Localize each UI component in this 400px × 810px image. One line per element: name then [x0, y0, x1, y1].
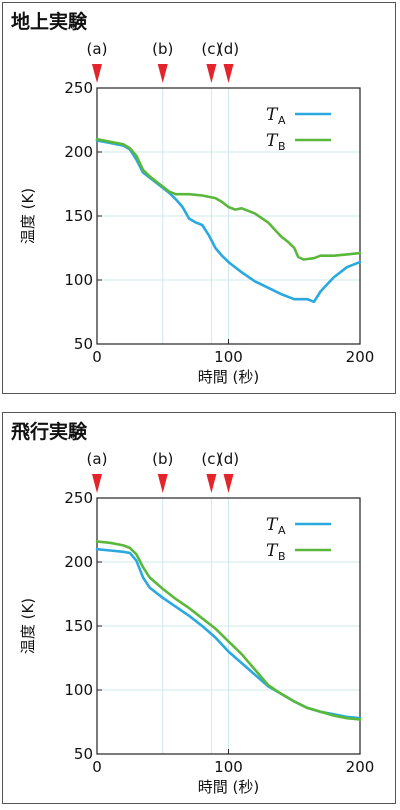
event-marker-triangle	[206, 474, 217, 493]
event-marker-triangle	[157, 64, 168, 83]
y-tick-label: 200	[64, 143, 93, 161]
panel-title: 飛行実験	[11, 421, 88, 443]
ground-experiment-panel: 地上実験 0 100 200 50 100 150 200 250 時間 (秒) 温度 (K) (a…	[2, 2, 396, 394]
event-marker-label: (a)	[87, 450, 108, 468]
y-tick-label: 250	[64, 489, 93, 507]
x-axis-title: 時間 (秒)	[198, 778, 259, 796]
event-marker-label: (c)	[201, 40, 221, 58]
legend-label-sub: B	[278, 550, 286, 563]
event-marker-triangle	[206, 64, 217, 83]
legend-label-sub: A	[278, 114, 286, 127]
y-tick-label: 250	[64, 79, 93, 97]
ground-experiment-chart: 0 100 200 50 100 150 200 250 時間 (秒) 温度 (K) (a) (b) (…	[19, 40, 375, 386]
event-marker-label: (a)	[87, 40, 108, 58]
legend-label-main: T	[266, 541, 279, 561]
event-marker-label: (d)	[218, 40, 239, 58]
flight-experiment-panel: 飛行実験 0 100 200 50 100 150 200 250 時間 (秒) 温度 (K) (a…	[2, 412, 396, 804]
x-tick-label: 100	[214, 348, 243, 366]
event-marker-label: (d)	[218, 450, 239, 468]
legend-label-main: T	[266, 131, 279, 151]
x-tick-label: 200	[346, 348, 375, 366]
flight-experiment-chart: 0 100 200 50 100 150 200 250 時間 (秒) 温度 (K) (a) (b) (…	[19, 450, 375, 796]
x-tick-label: 0	[92, 348, 102, 366]
legend-label-sub: B	[278, 140, 286, 153]
event-marker-label: (b)	[152, 450, 173, 468]
y-tick-label: 150	[64, 207, 93, 225]
event-marker-triangle	[223, 64, 234, 83]
x-axis-title: 時間 (秒)	[198, 368, 259, 386]
x-tick-label: 100	[214, 758, 243, 776]
x-tick-label: 0	[92, 758, 102, 776]
event-marker-triangle	[223, 474, 234, 493]
legend-label-main: T	[266, 105, 279, 125]
event-marker-label: (c)	[201, 450, 221, 468]
event-marker-triangle	[157, 474, 168, 493]
event-marker-triangle	[92, 64, 102, 83]
y-axis-title: 温度 (K)	[19, 188, 37, 244]
y-tick-label: 200	[64, 553, 93, 571]
series-line-TB	[95, 137, 362, 261]
event-marker-label: (b)	[152, 40, 173, 58]
y-tick-label: 100	[64, 681, 93, 699]
series-line-TB	[95, 540, 362, 721]
y-tick-label: 50	[74, 745, 93, 763]
legend-label-main: T	[266, 515, 279, 535]
y-tick-label: 100	[64, 271, 93, 289]
y-tick-label: 50	[74, 335, 93, 353]
x-tick-label: 200	[346, 758, 375, 776]
panel-title: 地上実験	[11, 11, 88, 33]
y-tick-label: 150	[64, 617, 93, 635]
y-axis-title: 温度 (K)	[19, 598, 37, 654]
legend-label-sub: A	[278, 524, 286, 537]
event-marker-triangle	[92, 474, 102, 493]
